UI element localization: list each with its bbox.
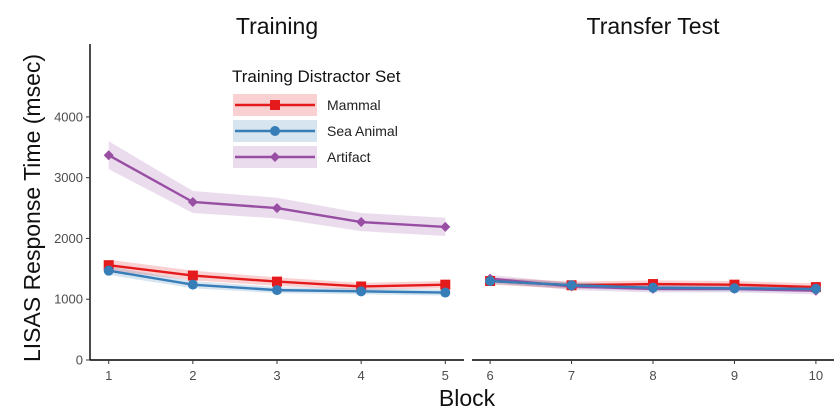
x-tick-label: 4 (358, 368, 365, 383)
panel-training: Training 0 1000 2000 3000 4000 1 2 3 4 5 (54, 13, 464, 383)
legend: Training Distractor Set Mammal Sea Animal… (232, 67, 401, 168)
legend-label-sea-animal: Sea Animal (327, 123, 398, 139)
panel-title: Training (236, 13, 318, 39)
point-artifact (187, 197, 198, 207)
x-tick-label: 5 (442, 368, 449, 383)
x-tick-label: 10 (809, 368, 823, 383)
chart-panels: Training 0 1000 2000 3000 4000 1 2 3 4 5 Transfer T… (54, 13, 834, 383)
point-sea-animal (810, 283, 821, 294)
point-mammal (187, 270, 198, 281)
point-sea-animal (729, 283, 740, 294)
band-artifact (108, 141, 446, 237)
y-tick-label: 3000 (54, 170, 83, 185)
point-artifact (356, 217, 367, 228)
y-tick-label: 0 (76, 353, 83, 368)
point-sea-animal (440, 287, 451, 298)
point-sea-animal (566, 280, 577, 291)
point-sea-animal (356, 286, 367, 297)
x-tick-label: 2 (189, 368, 196, 383)
point-artifact (440, 221, 451, 232)
legend-marker-sea-animal (270, 126, 280, 136)
panel-title: Transfer Test (587, 13, 721, 39)
x-tick-label: 8 (649, 368, 656, 383)
panel-transfer-test: Transfer Test 6 7 8 9 10 (472, 13, 834, 383)
legend-label-artifact: Artifact (327, 149, 371, 165)
point-artifact (103, 150, 114, 161)
x-axis-title: Block (439, 385, 496, 410)
legend-title: Training Distractor Set (232, 67, 401, 86)
point-sea-animal (648, 282, 658, 293)
point-mammal (103, 260, 114, 271)
y-tick-label: 2000 (54, 231, 83, 246)
x-tick-label: 9 (731, 368, 738, 383)
point-artifact (272, 203, 282, 214)
legend-label-mammal: Mammal (327, 97, 381, 113)
point-sea-animal (272, 285, 282, 296)
point-sea-animal (485, 276, 496, 286)
y-tick-label: 1000 (54, 292, 83, 307)
point-sea-animal (187, 279, 198, 290)
x-tick-label: 1 (105, 368, 112, 383)
y-tick-label: 4000 (54, 109, 83, 124)
x-tick-label: 6 (486, 368, 493, 383)
x-tick-label: 3 (273, 368, 280, 383)
x-tick-label: 7 (568, 368, 575, 383)
legend-marker-mammal (270, 100, 280, 110)
y-axis-title: LISAS Response Time (msec) (19, 54, 45, 362)
legend-marker-artifact (270, 152, 280, 162)
point-mammal (272, 276, 282, 287)
point-sea-animal (103, 265, 114, 276)
point-mammal (440, 279, 451, 290)
